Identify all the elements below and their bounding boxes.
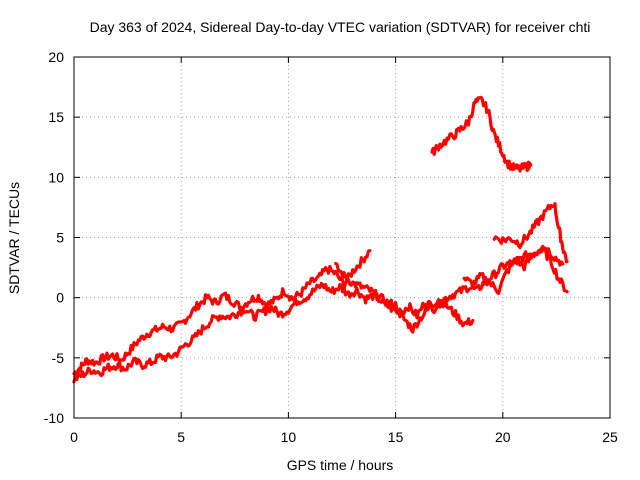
y-axis-label: SDTVAR / TECUs: [6, 182, 22, 294]
series-line-track-main-lower: [72, 246, 565, 384]
tick-labels: 0 5 10 15 20 25 -10 -5 0 5 10 15 20: [44, 49, 618, 445]
chart-title: Day 363 of 2024, Sidereal Day-to-day VTE…: [90, 19, 591, 35]
plot-frame: [73, 56, 611, 419]
x-tick-label: 15: [388, 429, 404, 445]
grid-lines: [74, 57, 610, 418]
data-series: [72, 95, 569, 384]
y-tick-label: -5: [52, 350, 65, 366]
series-line-track-mid: [334, 261, 475, 334]
x-tick-label: 10: [281, 429, 297, 445]
x-axis-label: GPS time / hours: [287, 457, 394, 473]
y-tick-label: 10: [48, 169, 64, 185]
y-tick-label: 0: [56, 290, 64, 306]
series-line-track-high: [430, 95, 533, 173]
x-tick-label: 0: [70, 429, 78, 445]
y-tick-label: -10: [44, 410, 64, 426]
y-tick-label: 20: [48, 49, 64, 65]
x-tick-label: 5: [177, 429, 185, 445]
x-tick-label: 25: [602, 429, 618, 445]
x-tick-label: 20: [495, 429, 511, 445]
y-tick-label: 15: [48, 109, 64, 125]
series-line-track-late: [462, 244, 569, 296]
series-line-track-late-upper: [492, 202, 569, 264]
y-tick-label: 5: [56, 230, 64, 246]
series-line-track-main-upper: [72, 249, 372, 377]
